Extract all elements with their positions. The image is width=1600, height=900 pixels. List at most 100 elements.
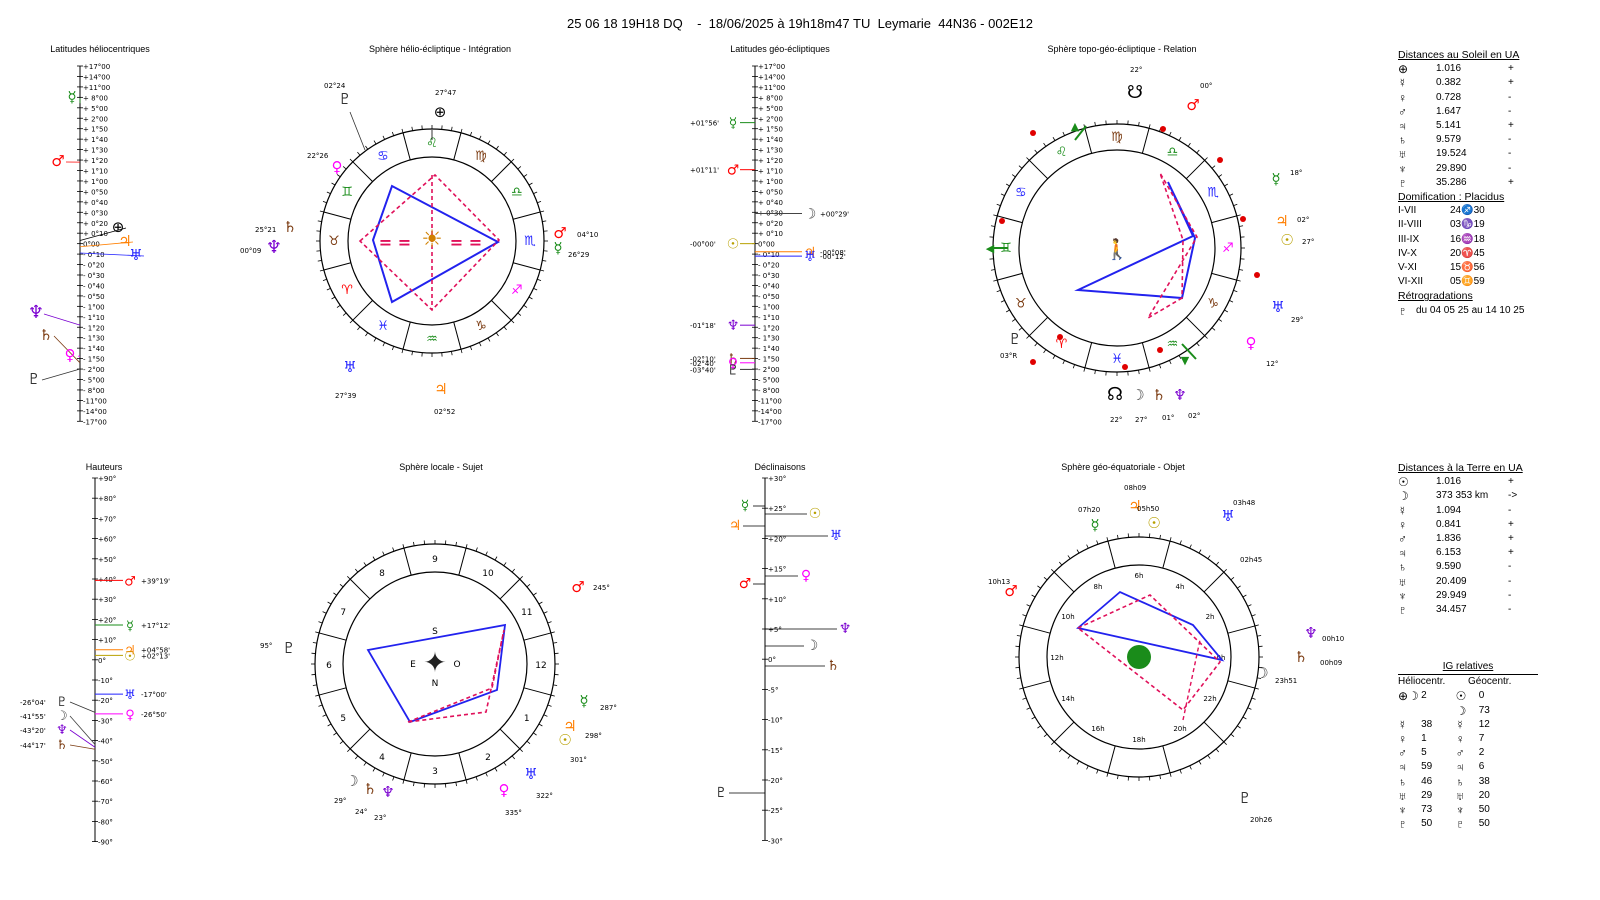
helio-wheel-tick [357, 151, 361, 156]
local-wheel-tick [533, 732, 537, 736]
neptune-icon: ♆ [266, 237, 282, 258]
geo-lat-scale-tick-label: + 2°00 [758, 115, 783, 123]
local-wheel-label: 10 [482, 569, 494, 579]
distance-value: 1.016 [1436, 63, 1462, 75]
geo-lat-scale-tick-label: + 0°10 [758, 230, 783, 238]
pluto-topo-position: 03°R [1000, 352, 1017, 360]
pluto-azimuth: 95° [260, 642, 272, 650]
table-row: ♃ 59 ♃ 6 [1398, 760, 1538, 774]
venus-azimuth: 335° [505, 809, 522, 817]
pluto-icon: ♇ [1008, 330, 1021, 348]
geo-lat-scale-tick-label: + 1°20 [758, 157, 783, 165]
geo-icon: ☿ [1455, 717, 1465, 732]
local-wheel-tick [519, 576, 523, 580]
planet-icon: ♄ [1398, 133, 1407, 148]
distance-value: 19.524 [1436, 148, 1467, 160]
hour-label: 6h [1135, 572, 1144, 580]
local-wheel-label: 6 [326, 661, 332, 671]
jupiter-icon: ♃ [563, 717, 576, 735]
planet-icon: ♂ [1398, 104, 1407, 119]
equat-wheel-tick [1022, 614, 1027, 617]
local-wheel-tick [315, 694, 320, 697]
house-pair: VI-XII [1398, 276, 1424, 288]
pluto-icon: ♇ [1398, 303, 1407, 318]
uranus-icon: ♅ [124, 688, 136, 703]
mercury-icon: ☿ [579, 692, 588, 710]
retrograde-title: Rétrogradations [1398, 290, 1473, 303]
table-row: V-XI 15♉56 [1398, 261, 1588, 275]
local-wheel-tick [550, 694, 555, 697]
planet-icon: ☿ [1398, 503, 1407, 518]
uranus-icon: ♅ [1221, 507, 1234, 525]
local-wheel-tick [475, 547, 478, 552]
geo-lat-scale-tick-label: + 0°20 [758, 220, 783, 228]
saturn-icon: ♄ [56, 738, 68, 753]
geo-icon: ♇ [1455, 817, 1465, 832]
topo-wheel-label: ♒ [1167, 337, 1179, 352]
table-row: ♃ 6.153 + [1398, 546, 1588, 560]
sun-topo-position: 27° [1302, 238, 1314, 246]
topo-wheel-tick [1138, 370, 1140, 375]
sun-icon: ☉ [1280, 231, 1293, 249]
helio-wheel-tick [336, 174, 341, 178]
mercury-right-ascension: 07h20 [1078, 506, 1100, 514]
uranus-icon: ♅ [830, 528, 843, 544]
local-wheel-divider [523, 687, 552, 696]
moon-leader [69, 715, 96, 745]
mars-height: +39°19' [141, 577, 170, 585]
local-wheel-tick [354, 755, 359, 760]
equat-wheel-tick [1247, 604, 1252, 607]
local-wheel-divider [318, 632, 347, 641]
geo-lat-scale-tick-label: - 0°10 [758, 251, 780, 259]
topo-wheel-tick [1204, 157, 1208, 161]
table-row: ♆ 73 ♆ 50 [1398, 803, 1538, 817]
local-wheel-tick [322, 611, 327, 614]
topo-wheel-tick [1005, 183, 1010, 187]
local-wheel-tick [392, 547, 395, 552]
geo-value: 7 [1478, 733, 1485, 745]
local-wheel-tick [413, 541, 415, 546]
hour-label: 22h [1203, 695, 1216, 703]
helio-wheel-tick [326, 287, 331, 291]
equat-wheel-tick [1254, 624, 1259, 627]
helio-wheel-tick [495, 332, 499, 337]
geo-value: 73 [1478, 704, 1490, 716]
retrograde-text: du 04 05 25 au 14 10 25 [1416, 304, 1525, 316]
table-row: ♆ 29.949 - [1398, 589, 1588, 603]
saturn-height: -44°17' [20, 742, 46, 750]
pluto-right-ascension: 20h26 [1250, 816, 1273, 824]
helio-wheel-divider [352, 161, 373, 182]
earth-globe-icon [1127, 645, 1151, 669]
helio-wheel-tick [349, 158, 354, 163]
local-wheel-tick [543, 611, 548, 614]
helio-wheel-label: ♑ [475, 319, 487, 334]
table-row: ♂ 1.836 + [1398, 532, 1588, 546]
equat-wheel-tick [1019, 624, 1024, 627]
helio-lat-scale-tick-label: + 0°30 [83, 209, 108, 217]
height-scale-tick-label: -50° [98, 758, 113, 766]
helio-wheel-divider [453, 322, 462, 350]
pluto_top-right-ascension: 02h45 [1240, 556, 1262, 564]
sun-icon: ☀ [421, 225, 443, 253]
moon-icon: ☽ [345, 772, 358, 790]
helio-wheel-tick [451, 126, 453, 131]
helio-value: 38 [1421, 718, 1433, 730]
moon-icon: ☽ [1131, 386, 1144, 404]
topo-wheel-tick [1018, 327, 1023, 331]
saturn-leader [53, 335, 81, 364]
hour-label: 10h [1061, 613, 1074, 621]
geo-value: 50 [1478, 818, 1490, 830]
jupiter-height: +04°58' [141, 647, 170, 655]
local-wheel-divider [458, 547, 467, 576]
house-cusp-dot [1240, 216, 1246, 222]
house-cusp: 24♐30 [1450, 205, 1485, 217]
trend-sign: - [1508, 91, 1512, 103]
helio-wheel-divider [323, 262, 351, 271]
saturn-icon: ♄ [827, 658, 840, 674]
helio-lat-scale-tick-label: + 1°20 [83, 157, 108, 165]
geo-lat-scale-tick-label: - 0°50 [758, 293, 780, 301]
helio-lat-scale-tick-label: - 1°30 [83, 335, 105, 343]
trend-sign: - [1508, 589, 1512, 601]
topo-wheel-tick [990, 225, 995, 227]
topo-wheel-divider [1211, 272, 1237, 281]
